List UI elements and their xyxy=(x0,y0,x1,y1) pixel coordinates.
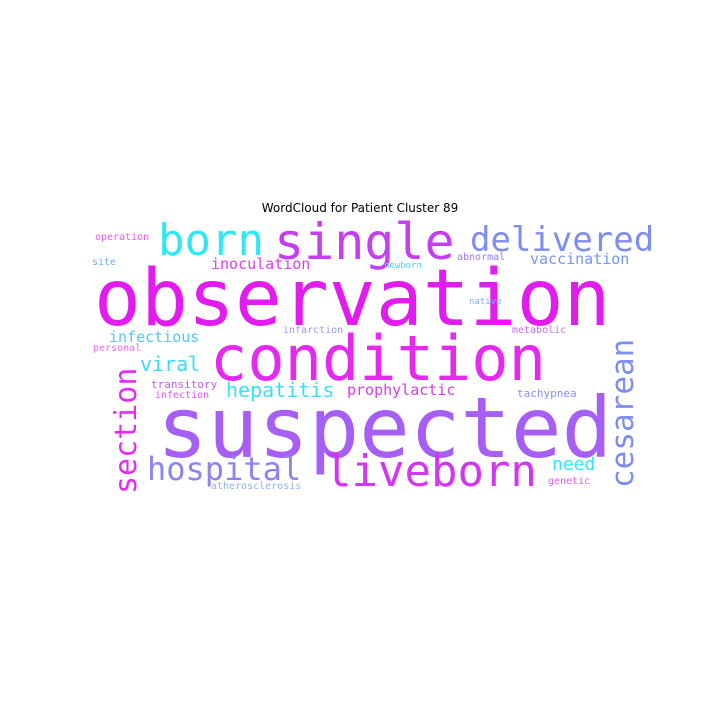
word-liveborn: liveborn xyxy=(325,446,537,497)
word-abnormal: abnormal xyxy=(457,252,506,263)
word-need: need xyxy=(552,454,596,475)
word-hepatitis: hepatitis xyxy=(226,378,335,402)
word-single: single xyxy=(274,213,455,271)
word-hospital: hospital xyxy=(147,450,302,488)
word-observation: observation xyxy=(94,254,611,344)
word-atherosclerosis: atherosclerosis xyxy=(211,481,302,492)
word-viral: viral xyxy=(140,352,201,376)
word-native: native xyxy=(469,297,502,307)
word-born: born xyxy=(158,215,264,266)
word-prophylactic: prophylactic xyxy=(347,381,456,399)
word-genetic: genetic xyxy=(548,476,591,487)
word-tachypnea: tachypnea xyxy=(517,387,577,400)
word-metabolic: metabolic xyxy=(512,325,567,336)
word-suspected: suspected xyxy=(157,379,613,477)
word-section: section xyxy=(109,367,144,494)
word-infarction: infarction xyxy=(283,325,344,336)
word-cesarean: cesarean xyxy=(605,338,641,488)
word-delivered: delivered xyxy=(470,220,655,260)
word-personal: personal xyxy=(93,343,142,354)
word-vaccination: vaccination xyxy=(530,250,630,268)
word-condition: condition xyxy=(210,322,546,395)
word-infectious: infectious xyxy=(109,328,200,346)
figure-title: WordCloud for Patient Cluster 89 xyxy=(261,201,459,215)
word-inoculation: inoculation xyxy=(211,255,311,273)
word-site: site xyxy=(92,257,117,268)
word-infection: infection xyxy=(155,390,210,401)
word-transitory: transitory xyxy=(151,378,218,391)
word-operation: operation xyxy=(95,232,150,243)
word-newborn: newborn xyxy=(384,261,422,271)
